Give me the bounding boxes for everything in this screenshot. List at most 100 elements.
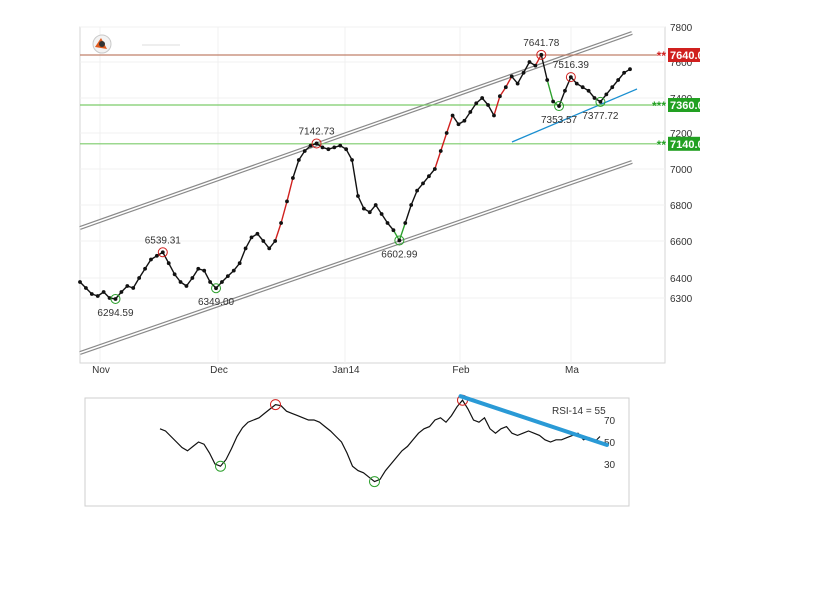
- swing-low-marker: [394, 235, 405, 246]
- price-point: [267, 246, 272, 251]
- trend-channel: [79, 31, 638, 355]
- price-point: [350, 158, 354, 162]
- price-point: [373, 203, 378, 207]
- price-point: [296, 158, 301, 162]
- price-point: [385, 221, 390, 225]
- price-point: [563, 88, 567, 93]
- swing-high-marker: [311, 138, 322, 149]
- price-series: [78, 52, 632, 301]
- price-point: [314, 141, 319, 146]
- price-point: [521, 70, 526, 75]
- price-annotation: 6294.59: [97, 308, 134, 319]
- rsi-panel: 70 50 30 RSI-14 = 55: [84, 394, 630, 507]
- price-segment: [168, 262, 176, 275]
- price-point: [338, 143, 343, 148]
- price-point: [533, 63, 538, 68]
- price-point: [255, 231, 260, 236]
- price-point: [438, 149, 443, 153]
- price-segment: [286, 177, 294, 202]
- price-segment: [522, 61, 531, 74]
- swing-high-marker: [536, 49, 547, 60]
- rsi-frame: [84, 397, 630, 507]
- price-segment: [404, 204, 412, 224]
- price-axis: 780076007400720070006800660064006300: [670, 23, 693, 305]
- price-point: [586, 88, 591, 93]
- price-point: [95, 294, 100, 298]
- price-point: [261, 239, 266, 243]
- price-segment: [493, 95, 501, 116]
- price-point: [101, 290, 106, 294]
- price-point: [361, 206, 366, 211]
- swing-low-marker: [554, 101, 565, 112]
- price-point: [279, 221, 283, 225]
- swing-low-marker: [211, 283, 222, 294]
- price-segment: [357, 195, 365, 209]
- price-point: [308, 143, 313, 148]
- price-point: [237, 261, 242, 266]
- price-point: [332, 145, 337, 150]
- price-point: [125, 284, 130, 288]
- rsi-title: RSI-14 = 55: [552, 406, 606, 417]
- price-point: [492, 113, 496, 118]
- price-point: [326, 147, 331, 152]
- price-point: [202, 268, 207, 273]
- price-point: [486, 103, 490, 107]
- price-point: [604, 92, 609, 97]
- level-tag-marker: ***: [652, 99, 666, 113]
- price-point: [166, 261, 171, 266]
- rsi-series: [159, 399, 601, 483]
- channel-upper-line: [79, 31, 633, 230]
- support-trendline: [511, 88, 638, 143]
- price-point: [616, 78, 621, 82]
- rsi-line: [159, 399, 601, 483]
- price-point: [344, 147, 349, 152]
- price-annotation: 7353.57: [541, 115, 578, 126]
- price-point: [89, 292, 94, 296]
- price-segment: [534, 54, 542, 66]
- price-annotation: 7641.78: [523, 38, 560, 49]
- price-segment: [351, 159, 359, 197]
- rsi-oversold-marker: [369, 476, 380, 488]
- price-point: [497, 94, 502, 99]
- main-plot: 6294.59 6539.31 6349.00 7142.73 6602.99 7641.…: [78, 23, 704, 376]
- price-point: [391, 228, 396, 233]
- price-point: [456, 122, 461, 127]
- price-point: [285, 199, 289, 204]
- price-point: [539, 52, 544, 57]
- swing-high-marker: [565, 72, 576, 83]
- price-point: [137, 276, 142, 280]
- rsi-tick-label: 30: [604, 460, 616, 471]
- price-segment: [517, 72, 525, 84]
- y-tick-label: 7800: [670, 23, 693, 34]
- price-segment: [203, 270, 211, 283]
- price-point: [190, 276, 195, 280]
- price-point: [397, 238, 402, 243]
- swing-low-marker: [595, 96, 606, 107]
- price-point: [598, 99, 603, 104]
- price-point: [172, 272, 177, 277]
- x-tick-label: Jan14: [332, 365, 360, 376]
- y-tick-label: 7200: [670, 129, 693, 140]
- price-point: [208, 280, 213, 284]
- y-tick-label: 6800: [670, 201, 693, 212]
- price-point: [154, 253, 159, 258]
- price-annotation: 7142.73: [298, 126, 335, 137]
- price-point: [628, 67, 632, 72]
- price-point: [503, 85, 508, 90]
- level-tag-label: 7360.0: [670, 100, 704, 112]
- x-tick-label: Ma: [565, 365, 579, 376]
- price-segment: [292, 159, 300, 179]
- price-point: [220, 280, 224, 284]
- price-point: [178, 280, 183, 284]
- channel-lower-line: [79, 160, 633, 355]
- price-segment: [558, 90, 566, 107]
- price-segment: [280, 201, 288, 224]
- price-point: [160, 250, 165, 255]
- swing-high-marker: [157, 247, 168, 258]
- price-segment: [244, 237, 253, 249]
- rsi-overbought-marker: [270, 399, 281, 411]
- price-point: [610, 85, 615, 90]
- price-point: [468, 110, 473, 114]
- level-tag: [668, 98, 700, 112]
